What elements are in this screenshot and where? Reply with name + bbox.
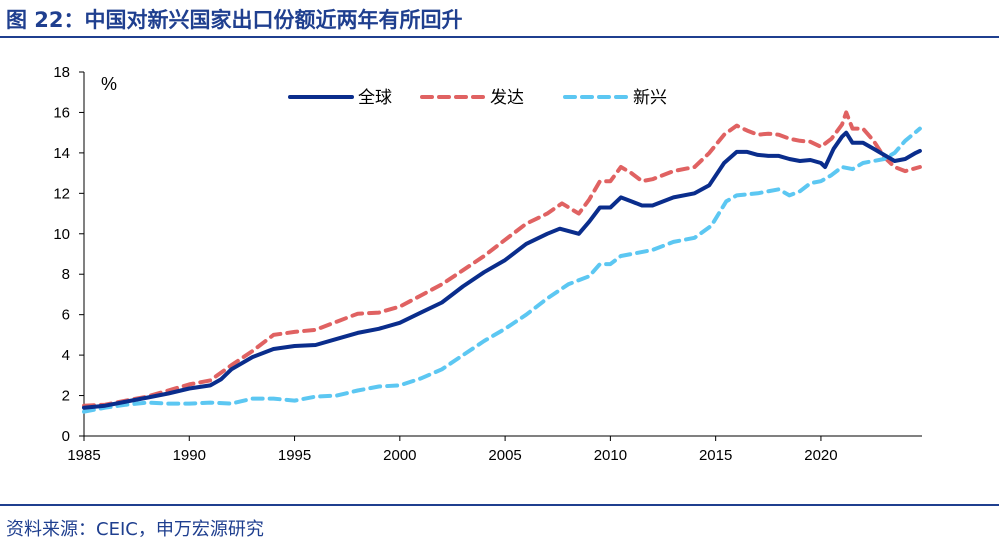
series-line-0 [82,130,922,410]
x-tick-label: 2015 [699,447,732,464]
x-tick-label: 1995 [278,447,311,464]
x-tick-label: 2000 [383,447,416,464]
x-tick-label: 2005 [488,447,521,464]
y-axis-unit-label: % [101,74,117,94]
y-tick-label: 18 [53,64,70,81]
y-tick-label: 0 [62,428,70,445]
chart-axes: 0 2 4 6 8 10 12 14 16 18 1985 1990 1995 2000 2005 2010 2… [53,64,922,464]
chart-series-layer [82,110,922,414]
y-tick-label: 4 [62,347,70,364]
x-tick-label: 1990 [173,447,206,464]
top-divider [0,36,999,38]
legend-label-2: 新兴 [633,88,667,108]
x-tick-label: 2020 [804,447,837,464]
page-title: 图 22：中国对新兴国家出口份额近两年有所回升 [6,8,463,32]
bottom-divider [0,504,999,506]
chart-legend: 全球 发达 新兴 [288,88,667,108]
y-tick-label: 14 [53,145,70,162]
series-line-2 [82,126,922,414]
y-tick-label: 8 [62,266,70,283]
legend-label-1: 发达 [490,88,524,108]
series-line-1 [82,110,922,408]
x-tick-label: 1985 [67,447,100,464]
y-tick-label: 12 [53,185,70,202]
legend-label-0: 全球 [358,88,392,108]
y-tick-label: 16 [53,104,70,121]
y-tick-label: 2 [62,388,70,405]
y-tick-label: 6 [62,307,70,324]
y-tick-label: 10 [53,226,70,243]
x-tick-label: 2010 [594,447,627,464]
source-note: 资料来源：CEIC，申万宏源研究 [6,519,264,540]
export-share-chart: 0 2 4 6 8 10 12 14 16 18 1985 1990 1995 2000 2005 2010 2… [53,64,922,464]
